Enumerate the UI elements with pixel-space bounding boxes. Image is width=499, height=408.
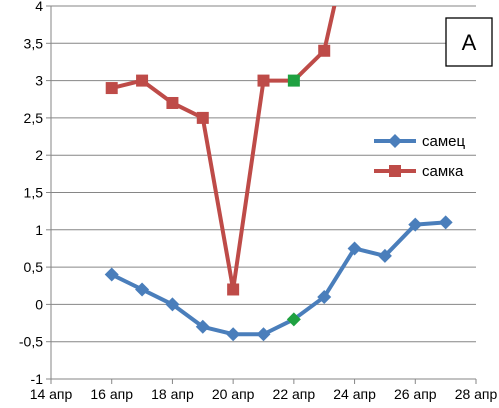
legend: самец самка [374, 133, 465, 180]
y-tick-label: 1 [35, 222, 43, 238]
data-point [105, 82, 118, 95]
data-point [318, 44, 331, 57]
series-2 [105, 6, 337, 296]
data-point [104, 267, 119, 282]
y-tick-label: -0,5 [19, 334, 43, 350]
y-tick-label: 0,5 [24, 259, 44, 275]
data-point [286, 312, 301, 327]
data-point [377, 248, 392, 263]
legend-label: самка [422, 163, 464, 180]
y-tick-label: 0 [35, 296, 43, 312]
panel-label-box: A [445, 17, 493, 67]
data-point [256, 327, 271, 342]
data-point [166, 96, 179, 109]
x-tick-label: 26 апр [394, 386, 437, 402]
data-point [165, 297, 180, 312]
series-1 [104, 215, 453, 342]
data-point [136, 74, 149, 87]
legend-label: самец [422, 133, 465, 150]
x-tick-label: 28 апр [455, 386, 498, 402]
y-tick-label: 1,5 [24, 185, 44, 201]
y-tick-label: 3 [35, 73, 43, 89]
y-tick-label: -1 [31, 371, 44, 387]
x-tick-label: 22 апр [273, 386, 316, 402]
axes [46, 5, 477, 384]
legend-item-1: самец [374, 133, 465, 150]
x-tick-label: 24 апр [333, 386, 376, 402]
x-tick-label: 16 апр [90, 386, 133, 402]
data-point [287, 74, 300, 87]
x-tick-label: 14 апр [30, 386, 73, 402]
y-tick-label: 2,5 [24, 110, 44, 126]
data-point [408, 217, 423, 232]
data-point [227, 283, 240, 296]
series-line [110, 220, 446, 337]
x-tick-label: 20 апр [212, 386, 255, 402]
data-point [135, 282, 150, 297]
data-point [196, 111, 209, 124]
data-point [195, 319, 210, 334]
x-tick-labels: 14 апр 16 апр 18 апр 20 апр 22 апр 24 апр 26 а… [30, 386, 498, 402]
y-tick-label: 3,5 [24, 35, 44, 51]
data-point [257, 74, 270, 87]
legend-item-2: самка [374, 163, 464, 180]
legend-marker [389, 165, 401, 177]
y-tick-labels: -1 -0,5 0 0,5 1 1,5 2 2,5 3 3,5 4 [19, 0, 43, 387]
data-point [438, 215, 453, 230]
series-layer [104, 6, 453, 342]
grid [51, 5, 476, 343]
data-point [226, 327, 241, 342]
legend-marker [388, 134, 402, 148]
y-tick-label: 4 [35, 0, 43, 14]
data-point [317, 289, 332, 304]
data-point [347, 241, 362, 256]
x-tick-label: 18 апр [151, 386, 194, 402]
panel-label: A [462, 30, 477, 55]
y-tick-label: 2 [35, 147, 43, 163]
